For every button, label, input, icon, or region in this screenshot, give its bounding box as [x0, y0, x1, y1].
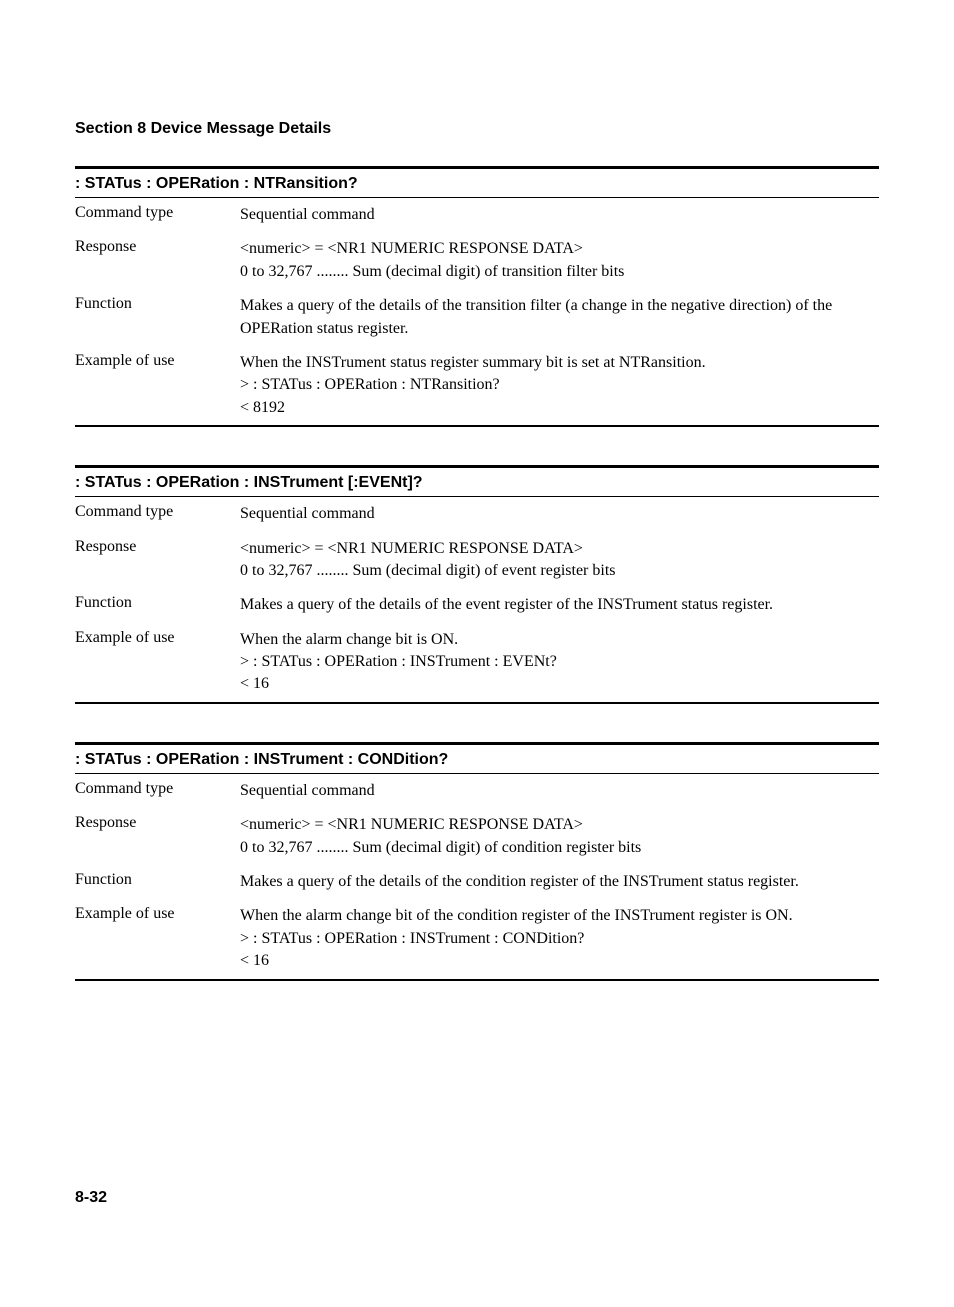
row-value: Sequential command	[240, 503, 879, 525]
command-title-wrap: : STATus : OPERation : INSTrument [:EVEN…	[75, 465, 879, 497]
command-block: : STATus : OPERation : INSTrument : COND…	[75, 742, 879, 981]
command-rows: Command type Sequential command Response…	[75, 497, 879, 704]
row-label: Function	[75, 871, 240, 889]
value-line: Makes a query of the details of the even…	[240, 594, 879, 616]
value-line: Sequential command	[240, 204, 879, 226]
value-line: > : STATus : OPERation : INSTrument : EV…	[240, 651, 879, 673]
row-function: Function Makes a query of the details of…	[75, 588, 879, 622]
value-line: < 16	[240, 950, 879, 972]
row-example: Example of use When the INSTrument statu…	[75, 346, 879, 425]
row-example: Example of use When the alarm change bit…	[75, 623, 879, 702]
command-block: : STATus : OPERation : NTRansition? Comm…	[75, 166, 879, 427]
row-example: Example of use When the alarm change bit…	[75, 899, 879, 978]
value-line: When the alarm change bit of the conditi…	[240, 905, 879, 927]
row-function: Function Makes a query of the details of…	[75, 865, 879, 899]
command-title-wrap: : STATus : OPERation : NTRansition?	[75, 166, 879, 198]
value-line: < 8192	[240, 397, 879, 419]
command-title: : STATus : OPERation : NTRansition?	[75, 175, 879, 193]
row-response: Response <numeric> = <NR1 NUMERIC RESPON…	[75, 808, 879, 865]
value-line: When the INSTrument status register summ…	[240, 352, 879, 374]
command-title-wrap: : STATus : OPERation : INSTrument : COND…	[75, 742, 879, 774]
row-label: Response	[75, 238, 240, 256]
command-block: : STATus : OPERation : INSTrument [:EVEN…	[75, 465, 879, 704]
value-line: 0 to 32,767 ........ Sum (decimal digit)…	[240, 837, 879, 859]
row-value: <numeric> = <NR1 NUMERIC RESPONSE DATA> …	[240, 238, 879, 283]
row-label: Command type	[75, 780, 240, 798]
page: Section 8 Device Message Details : STATu…	[0, 0, 954, 1307]
value-line: 0 to 32,767 ........ Sum (decimal digit)…	[240, 560, 879, 582]
row-command-type: Command type Sequential command	[75, 774, 879, 808]
row-value: <numeric> = <NR1 NUMERIC RESPONSE DATA> …	[240, 814, 879, 859]
row-label: Function	[75, 295, 240, 313]
row-value: When the INSTrument status register summ…	[240, 352, 879, 419]
value-line: <numeric> = <NR1 NUMERIC RESPONSE DATA>	[240, 238, 879, 260]
row-label: Response	[75, 538, 240, 556]
row-value: Sequential command	[240, 780, 879, 802]
row-value: When the alarm change bit is ON. > : STA…	[240, 629, 879, 696]
value-line: When the alarm change bit is ON.	[240, 629, 879, 651]
value-line: > : STATus : OPERation : INSTrument : CO…	[240, 928, 879, 950]
value-line: 0 to 32,767 ........ Sum (decimal digit)…	[240, 261, 879, 283]
row-command-type: Command type Sequential command	[75, 198, 879, 232]
row-label: Example of use	[75, 352, 240, 370]
row-value: Makes a query of the details of the cond…	[240, 871, 879, 893]
row-value: When the alarm change bit of the conditi…	[240, 905, 879, 972]
row-value: Makes a query of the details of the even…	[240, 594, 879, 616]
section-header: Section 8 Device Message Details	[75, 120, 879, 138]
command-title: : STATus : OPERation : INSTrument [:EVEN…	[75, 474, 879, 492]
row-label: Command type	[75, 204, 240, 222]
value-line: Makes a query of the details of the cond…	[240, 871, 879, 893]
value-line: > : STATus : OPERation : NTRansition?	[240, 374, 879, 396]
row-function: Function Makes a query of the details of…	[75, 289, 879, 346]
value-line: Sequential command	[240, 503, 879, 525]
row-label: Example of use	[75, 905, 240, 923]
command-title: : STATus : OPERation : INSTrument : COND…	[75, 751, 879, 769]
row-label: Example of use	[75, 629, 240, 647]
row-response: Response <numeric> = <NR1 NUMERIC RESPON…	[75, 532, 879, 589]
row-value: Sequential command	[240, 204, 879, 226]
row-value: <numeric> = <NR1 NUMERIC RESPONSE DATA> …	[240, 538, 879, 583]
value-line: <numeric> = <NR1 NUMERIC RESPONSE DATA>	[240, 814, 879, 836]
row-label: Command type	[75, 503, 240, 521]
row-value: Makes a query of the details of the tran…	[240, 295, 879, 340]
row-label: Response	[75, 814, 240, 832]
value-line: Sequential command	[240, 780, 879, 802]
page-number: 8-32	[75, 1189, 107, 1207]
row-response: Response <numeric> = <NR1 NUMERIC RESPON…	[75, 232, 879, 289]
row-command-type: Command type Sequential command	[75, 497, 879, 531]
value-line: <numeric> = <NR1 NUMERIC RESPONSE DATA>	[240, 538, 879, 560]
row-label: Function	[75, 594, 240, 612]
command-rows: Command type Sequential command Response…	[75, 774, 879, 981]
value-line: < 16	[240, 673, 879, 695]
value-line: Makes a query of the details of the tran…	[240, 295, 879, 340]
command-rows: Command type Sequential command Response…	[75, 198, 879, 427]
